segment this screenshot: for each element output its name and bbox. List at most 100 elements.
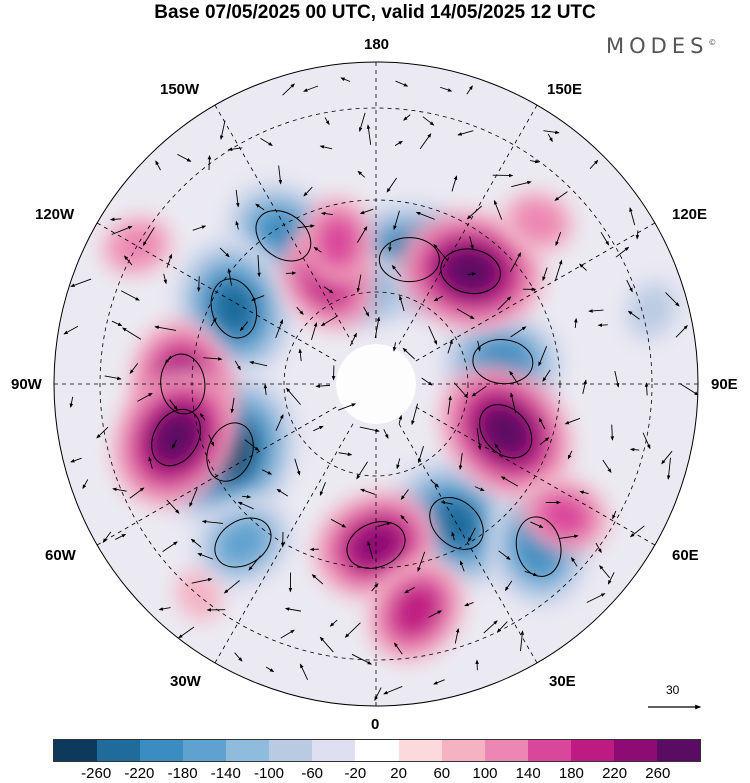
wind-arrow xyxy=(349,332,357,347)
wind-arrow xyxy=(166,499,180,514)
wind-arrow xyxy=(219,120,226,140)
wind-arrow xyxy=(320,211,334,216)
colorbar-swatch xyxy=(226,740,270,761)
anomaly-band xyxy=(481,407,530,456)
wind-arrow xyxy=(230,397,235,414)
wind-arrow xyxy=(451,175,458,192)
wind-arrow xyxy=(357,170,366,178)
colorbar-swatch xyxy=(269,740,313,761)
colorbar-tick-label: -220 xyxy=(124,765,155,782)
wind-arrow xyxy=(398,414,403,424)
wind-arrow xyxy=(111,226,133,235)
latitude-circle xyxy=(99,107,653,661)
wind-arrow xyxy=(223,580,240,594)
geopotential-contour xyxy=(378,237,440,283)
wind-arrow xyxy=(589,159,599,169)
wind-arrow xyxy=(433,243,449,262)
wind-arrow xyxy=(313,425,324,432)
wind-arrow xyxy=(511,180,532,188)
wind-vectors xyxy=(63,77,698,701)
wind-arrow xyxy=(665,292,680,307)
wind-arrow xyxy=(529,159,540,164)
wind-arrow xyxy=(164,355,172,364)
wind-arrow xyxy=(234,652,243,662)
wind-arrow xyxy=(237,501,254,510)
wind-arrow xyxy=(239,321,249,332)
lon-label-120e: 120E xyxy=(672,206,708,223)
wind-arrow xyxy=(282,83,295,96)
wind-arrow xyxy=(203,357,223,361)
wind-arrow xyxy=(260,138,273,146)
wind-arrow xyxy=(123,255,133,266)
wind-arrow xyxy=(298,348,303,362)
wind-arrow xyxy=(464,601,474,607)
wind-arrow xyxy=(284,607,302,612)
wind-arrow xyxy=(70,278,92,287)
wind-arrow xyxy=(393,210,400,231)
colorbar-swatch xyxy=(312,740,356,761)
wind-arrow xyxy=(607,572,615,585)
wind-arrow xyxy=(456,308,475,320)
wind-arrow xyxy=(468,527,476,543)
lon-label-120w: 120W xyxy=(35,206,75,223)
wind-arrow xyxy=(255,203,265,211)
wind-arrow xyxy=(440,86,453,92)
wind-arrow xyxy=(297,224,315,229)
wind-arrow xyxy=(261,469,273,475)
wind-arrow xyxy=(629,207,636,226)
wind-arrow xyxy=(421,377,433,386)
wind-arrow xyxy=(457,130,474,136)
meridian-line xyxy=(96,222,337,362)
wind-arrow xyxy=(319,482,326,497)
wind-arrow xyxy=(366,124,372,145)
wind-arrow xyxy=(129,363,139,375)
lon-label-30e: 30E xyxy=(549,673,576,690)
anomaly-band xyxy=(512,199,565,244)
wind-arrow xyxy=(210,317,217,327)
colorbar-tick-label: -20 xyxy=(344,765,367,782)
wind-arrow xyxy=(329,619,338,627)
wind-arrow xyxy=(371,583,379,592)
wind-arrow xyxy=(338,403,357,411)
polar-map xyxy=(53,61,702,710)
wind-arrow xyxy=(555,231,562,247)
geopotential-contour xyxy=(440,248,501,295)
wind-arrow xyxy=(115,533,127,540)
wind-arrow xyxy=(320,315,339,327)
wind-arrow xyxy=(344,622,361,638)
wind-arrow xyxy=(675,324,688,338)
wind-arrow xyxy=(626,279,633,293)
lon-label-90w: 90W xyxy=(11,376,42,393)
wind-arrow xyxy=(248,555,261,571)
wind-arrow xyxy=(356,461,368,480)
wind-arrow xyxy=(294,458,301,476)
wind-arrow xyxy=(510,392,517,413)
wind-arrow xyxy=(543,130,560,135)
wind-arrow xyxy=(471,385,487,397)
wind-arrow xyxy=(340,77,351,82)
latitude-circle xyxy=(283,291,469,477)
wind-arrow xyxy=(588,309,604,313)
wind-arrow xyxy=(399,295,405,312)
geopotential-contour xyxy=(214,517,272,568)
wind-arrow xyxy=(358,112,366,132)
anomaly-center xyxy=(367,559,464,662)
colorbar-ticks: -260 -220 -180 -140 -100 -60 -20 20 60 100 140 180 2… xyxy=(0,765,750,783)
wind-arrow xyxy=(433,295,443,302)
wind-arrow xyxy=(191,577,213,584)
wind-arrow xyxy=(102,531,112,543)
wind-arrow xyxy=(612,510,617,520)
wind-arrow xyxy=(493,199,503,220)
wind-arrow xyxy=(315,384,331,388)
wind-arrow xyxy=(120,290,140,301)
wind-arrow xyxy=(453,382,469,399)
colorbar-swatch xyxy=(355,740,399,761)
wind-arrow xyxy=(104,375,122,381)
wind-arrow xyxy=(374,687,382,701)
wind-arrow xyxy=(510,326,527,338)
wind-arrow xyxy=(285,271,297,275)
wind-arrow xyxy=(356,274,362,293)
wind-arrow xyxy=(629,447,640,452)
wind-arrow xyxy=(428,610,443,618)
wind-arrow xyxy=(278,165,283,185)
